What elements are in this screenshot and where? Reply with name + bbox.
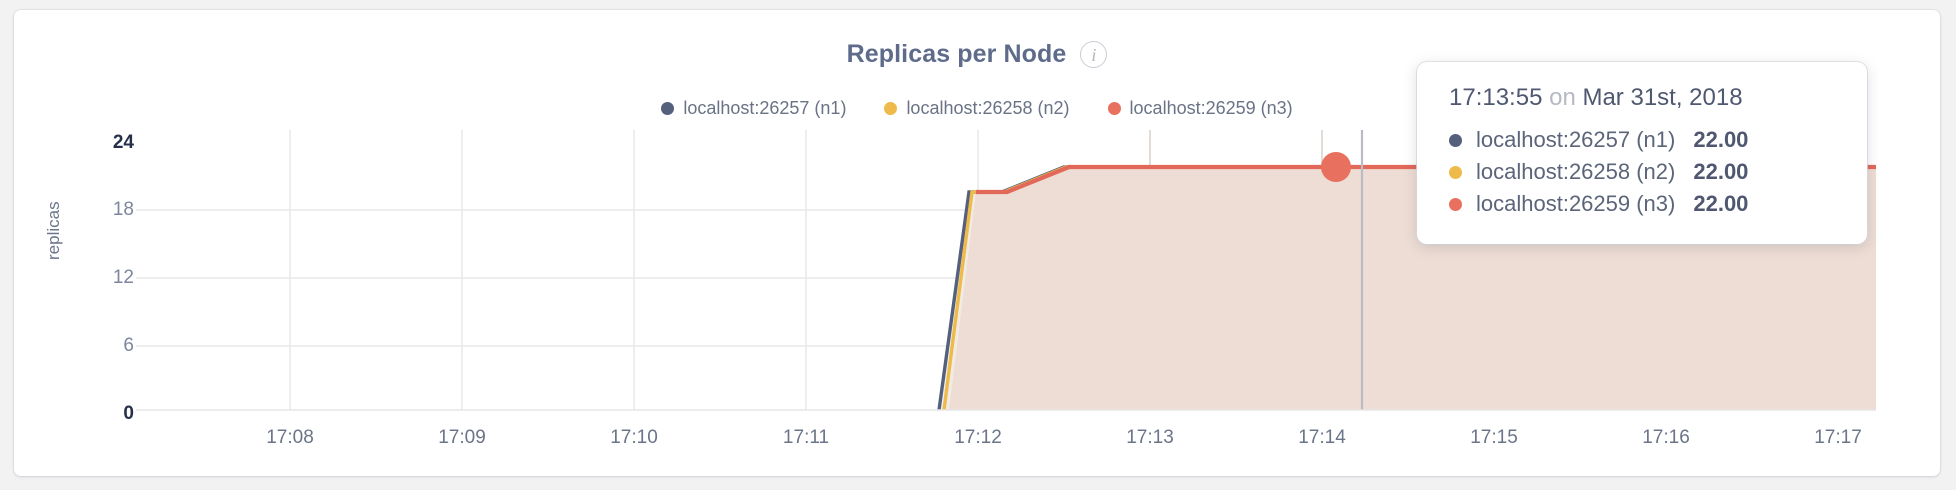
y-axis-label: replicas	[44, 201, 63, 260]
y-tick-12: 12	[112, 267, 134, 288]
y-tick-18: 18	[112, 199, 134, 220]
x-tick-1716: 17:16	[1642, 427, 1690, 448]
legend-label-n2: localhost:26258 (n2)	[906, 98, 1070, 118]
chart-legend: localhost:26257 (n1) localhost:26258 (n2…	[14, 98, 1940, 119]
tooltip-date-value: Mar 31st, 2018	[1582, 84, 1743, 111]
x-tick-1717: 17:17	[1814, 427, 1862, 448]
tooltip-swatch-icon-n3	[1449, 197, 1462, 211]
legend-label-n3: localhost:26259 (n3)	[1129, 98, 1293, 118]
tooltip-name-n1: localhost:26257 (n1)	[1476, 127, 1676, 152]
legend-label-n1: localhost:26257 (n1)	[683, 98, 847, 118]
x-tick-1712: 17:12	[954, 427, 1002, 448]
x-tick-1710: 17:10	[610, 427, 658, 448]
hover-tooltip: 17:13:55 on Mar 31st, 2018 localhost:262…	[1417, 62, 1867, 244]
tooltip-time-value: 17:13:55	[1449, 84, 1543, 111]
legend-item-n3[interactable]: localhost:26259 (n3)	[1107, 98, 1293, 119]
x-tick-1709: 17:09	[438, 427, 486, 448]
x-tick-1715: 17:15	[1470, 427, 1518, 448]
x-tick-1714: 17:14	[1298, 427, 1346, 448]
x-tick-1711: 17:11	[782, 427, 830, 448]
y-tick-6: 6	[123, 335, 134, 356]
tooltip-row-n2: localhost:26258 (n2) 22.00	[1449, 156, 1841, 188]
legend-item-n2[interactable]: localhost:26258 (n2)	[884, 98, 1070, 119]
tooltip-series-list: localhost:26257 (n1) 22.00 localhost:262…	[1449, 124, 1841, 220]
tooltip-swatch-icon-n2	[1449, 165, 1462, 179]
hover-point-marker	[1321, 152, 1351, 182]
legend-swatch-icon-n2	[884, 102, 898, 115]
legend-swatch-icon-n1	[661, 102, 675, 115]
tooltip-row-n3: localhost:26259 (n3) 22.00	[1449, 188, 1841, 220]
tooltip-timestamp: 17:13:55 on Mar 31st, 2018	[1449, 84, 1841, 112]
tooltip-on-word: on	[1549, 84, 1576, 111]
y-tick-24: 24	[112, 132, 134, 153]
legend-swatch-icon-n3	[1107, 102, 1121, 115]
tooltip-name-n3: localhost:26259 (n3)	[1476, 191, 1676, 216]
legend-item-n1[interactable]: localhost:26257 (n1)	[661, 98, 846, 119]
x-tick-1713: 17:13	[1126, 427, 1174, 448]
tooltip-value-n3: 22.00	[1693, 191, 1749, 216]
info-circle-icon[interactable]: i	[1080, 41, 1108, 68]
tooltip-row-n1: localhost:26257 (n1) 22.00	[1449, 124, 1841, 156]
tooltip-swatch-icon-n1	[1449, 133, 1462, 147]
tooltip-value-n2: 22.00	[1693, 159, 1749, 184]
x-tick-1708: 17:08	[266, 427, 314, 448]
replicas-per-node-card: Replicas per Node i localhost:26257 (n1)…	[14, 10, 1940, 476]
tooltip-name-n2: localhost:26258 (n2)	[1476, 159, 1676, 184]
y-tick-0: 0	[123, 403, 134, 424]
tooltip-value-n1: 22.00	[1693, 127, 1749, 152]
